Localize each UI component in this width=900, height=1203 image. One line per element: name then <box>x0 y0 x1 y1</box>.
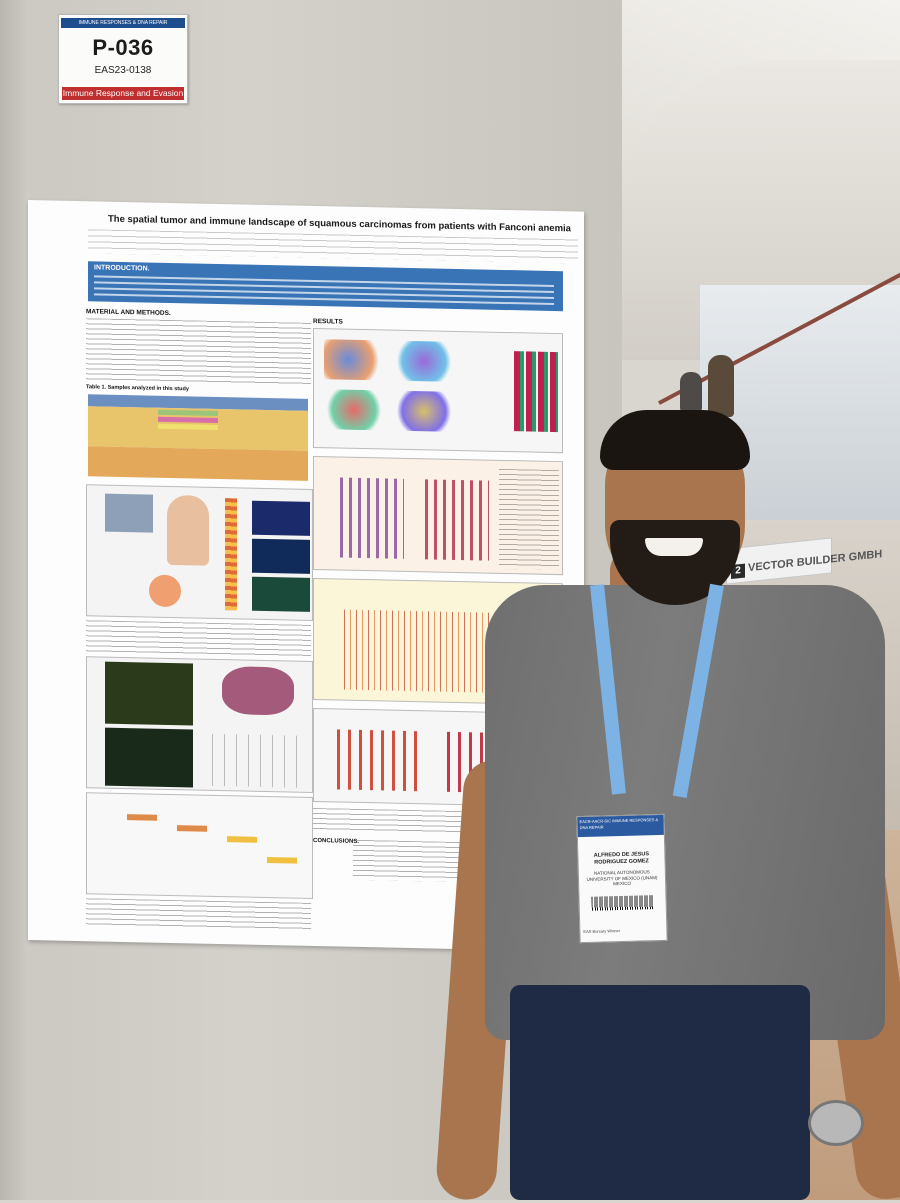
figure-3-diagram <box>86 792 313 899</box>
badge-organization: NATIONAL AUTONOMOUS UNIVERSITY OF MEXICO… <box>582 869 662 888</box>
hair <box>600 410 750 470</box>
balcony-person <box>708 355 734 417</box>
badge-footer: EAS Bursary Winner <box>583 928 621 935</box>
presenter: EACR-AACR-SIC IMMUNE RESPONSES & DNA REP… <box>434 400 900 1203</box>
poster-authors <box>88 229 578 264</box>
t-shirt <box>485 585 885 1040</box>
topic-label: Immune Response and Evasion <box>62 87 184 100</box>
figure-2 <box>86 656 313 793</box>
wristwatch-icon <box>808 1100 864 1146</box>
results-heading: RESULTS <box>313 317 343 326</box>
poster-code: P-036 <box>92 35 154 60</box>
figure-1 <box>86 484 313 621</box>
table-title: Table 1. Samples analyzed in this study <box>86 384 189 393</box>
samples-table <box>88 394 308 481</box>
poster-left-column: MATERIAL AND METHODS. Table 1. Samples a… <box>86 306 321 936</box>
code-card-header: IMMUNE RESPONSES & DNA REPAIR <box>61 18 185 28</box>
introduction-band: INTRODUCTION. <box>88 261 563 312</box>
badge-header: EACR-AACR-SIC IMMUNE RESPONSES & DNA REP… <box>577 814 664 838</box>
badge-country: MEXICO <box>613 880 632 887</box>
pants <box>510 985 810 1200</box>
badge-name: ALFREDO DE JESUS RODRIGUEZ GOMEZ <box>593 851 650 866</box>
abstract-id: EAS23-0138 <box>94 65 152 76</box>
poster-code-card: IMMUNE RESPONSES & DNA REPAIR P-036 EAS2… <box>58 14 188 104</box>
balcony-person <box>680 372 702 412</box>
name-badge: EACR-AACR-SIC IMMUNE RESPONSES & DNA REP… <box>576 813 668 944</box>
badge-org-text: NATIONAL AUTONOMOUS UNIVERSITY OF MEXICO… <box>586 869 658 882</box>
barcode-icon <box>591 895 654 911</box>
smile <box>645 538 703 556</box>
board-frame <box>0 0 30 1200</box>
introduction-heading: INTRODUCTION. <box>94 264 150 273</box>
methods-heading: MATERIAL AND METHODS. <box>86 308 171 317</box>
